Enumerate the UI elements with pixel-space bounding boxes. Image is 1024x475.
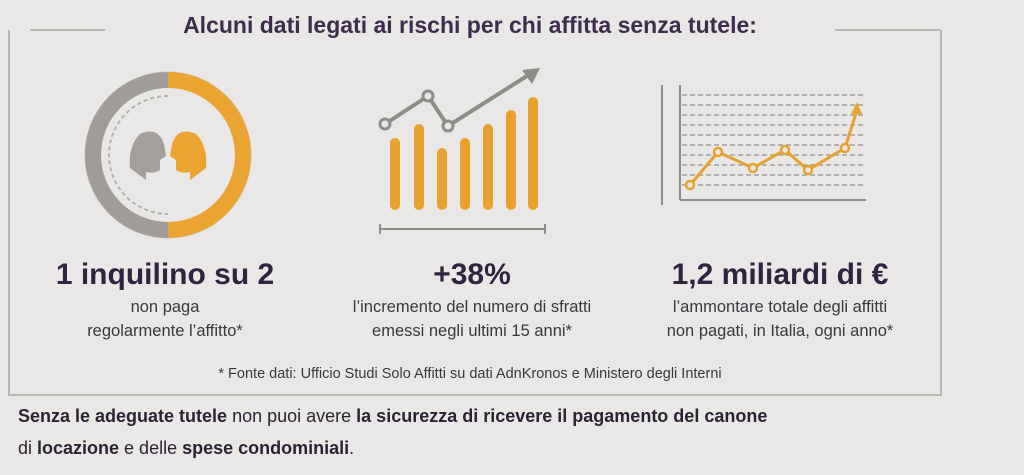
stat: 1 inquilino su 2 non paga regolarmente l… bbox=[5, 255, 325, 343]
closing-segment: spese condominiali bbox=[182, 438, 350, 458]
stat-headline: 1,2 miliardi di € bbox=[671, 258, 889, 291]
closing-segment: Senza le adeguate tutele bbox=[18, 406, 228, 426]
bar-icon bbox=[378, 68, 546, 234]
footnote: * Fonte dati: Ufficio Studi Solo Affitti… bbox=[218, 366, 722, 382]
stat-headline: 1 inquilino su 2 bbox=[55, 258, 275, 291]
closing-segment: locazione bbox=[37, 438, 120, 458]
closing-segment: non puoi avere bbox=[227, 406, 357, 426]
stat-line: l’incremento del numero di sfratti bbox=[352, 298, 592, 316]
closing-segment: e delle bbox=[119, 438, 183, 458]
stat-headline: +38% bbox=[433, 258, 511, 291]
closing-line: di locazione e delle spese condominiali. bbox=[18, 438, 354, 459]
closing-line: Senza le adeguate tutele non puoi avere … bbox=[18, 406, 767, 427]
line-icon bbox=[661, 85, 866, 205]
stat-line: non pagati, in Italia, ogni anno* bbox=[666, 322, 894, 340]
stat-line: regolarmente l’affitto* bbox=[87, 322, 243, 340]
frame bbox=[8, 30, 942, 396]
stat-line: l’ammontare totale degli affitti bbox=[672, 298, 888, 316]
stat-line: emessi negli ultimi 15 anni* bbox=[372, 322, 572, 340]
stat-line: non paga bbox=[130, 298, 200, 316]
stat: +38% l’incremento del numero di sfratti … bbox=[312, 255, 632, 343]
stat: 1,2 miliardi di € l’ammontare totale deg… bbox=[620, 255, 940, 343]
closing-segment: . bbox=[349, 438, 355, 458]
title: Alcuni dati legati ai rischi per chi aff… bbox=[183, 12, 757, 38]
donut-icon bbox=[84, 71, 252, 239]
closing-segment: la sicurezza di ricevere il pagamento de… bbox=[356, 406, 768, 426]
closing-segment: di bbox=[18, 438, 38, 458]
